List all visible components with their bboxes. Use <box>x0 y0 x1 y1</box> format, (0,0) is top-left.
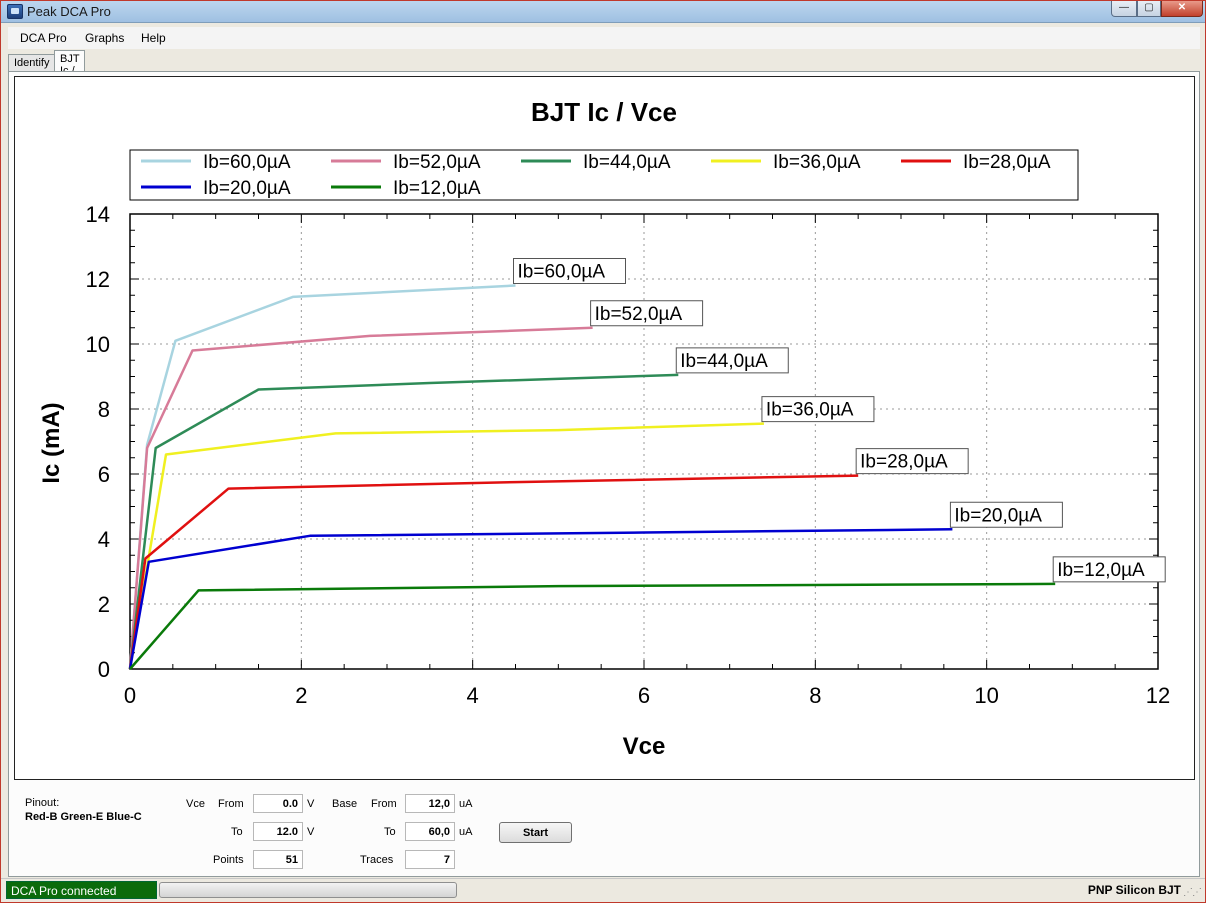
series-line <box>128 373 679 670</box>
title-bar: Peak DCA Pro — ▢ ✕ <box>1 1 1205 23</box>
x-tick-label: 0 <box>124 683 136 708</box>
vce-from-label: From <box>218 798 244 810</box>
series-end-label-text: Ib=36,0µA <box>766 400 854 421</box>
chart-svg: BJT Ic / Vce Ib=60,0µA Ib=52,0µA Ib=44,0µA I… <box>38 97 1170 760</box>
series-line <box>128 474 859 670</box>
series-end-label: Ib=36,0µA <box>761 396 875 423</box>
vce-to-field[interactable] <box>253 822 303 841</box>
vce-to-unit: V <box>307 826 315 838</box>
series-end-label: Ib=52,0µA <box>590 300 704 327</box>
base-from-field[interactable] <box>405 794 455 813</box>
series-line <box>128 528 953 670</box>
base-to-field[interactable] <box>405 822 455 841</box>
pinout-value: Red-B Green-E Blue-C <box>25 811 142 823</box>
window-title: Peak DCA Pro <box>27 4 111 19</box>
legend-entry: Ib=60,0µA <box>203 152 291 173</box>
device-type-status: PNP Silicon BJT <box>1087 883 1181 897</box>
legend-entry: Ib=12,0µA <box>393 178 481 199</box>
base-from-unit: uA <box>459 798 473 810</box>
x-tick-label: 12 <box>1146 683 1170 708</box>
resize-grip-icon[interactable]: ⋰⋰ <box>1183 887 1202 898</box>
menu-help[interactable]: Help <box>141 31 166 45</box>
y-tick-label: 10 <box>86 332 110 357</box>
series-end-label-box <box>761 396 875 423</box>
chart-area: BJT Ic / Vce Ib=60,0µA Ib=52,0µA Ib=44,0µA I… <box>14 76 1195 780</box>
legend-entry: Ib=52,0µA <box>393 152 481 173</box>
status-bar: DCA Pro connected PNP Silicon BJT ⋰⋰ <box>1 878 1205 902</box>
series-line <box>129 582 1056 670</box>
base-to-unit: uA <box>459 826 473 838</box>
x-tick-label: 8 <box>809 683 821 708</box>
y-tick-label: 0 <box>98 657 110 682</box>
legend-entry: Ib=44,0µA <box>583 152 671 173</box>
legend-entry: Ib=28,0µA <box>963 152 1051 173</box>
x-tick-label: 6 <box>638 683 650 708</box>
y-tick-label: 6 <box>98 462 110 487</box>
vce-to-label: To <box>231 826 243 838</box>
menu-graphs[interactable]: Graphs <box>85 31 125 45</box>
series-end-label-text: Ib=44,0µA <box>680 351 768 372</box>
y-tick-label: 14 <box>86 202 110 227</box>
series-end-label: Ib=12,0µA <box>1052 556 1166 583</box>
legend-box <box>129 149 1079 201</box>
base-label: Base <box>332 798 358 810</box>
series-end-label: Ib=20,0µA <box>949 501 1063 528</box>
vce-label: Vce <box>186 798 205 810</box>
start-button[interactable]: Start <box>499 822 572 843</box>
series-end-label: Ib=60,0µA <box>513 258 626 284</box>
series-end-label-box <box>513 258 626 284</box>
plot-frame <box>129 213 1159 670</box>
x-tick-label: 10 <box>974 683 998 708</box>
y-tick-label: 8 <box>98 397 110 422</box>
series-end-label: Ib=44,0µA <box>675 347 789 374</box>
series-end-label-box <box>949 501 1063 528</box>
minimize-button[interactable]: — <box>1111 1 1137 17</box>
x-axis-label: Vce <box>623 733 666 760</box>
x-tick-label: 2 <box>295 683 307 708</box>
connection-status: DCA Pro connected <box>6 881 157 899</box>
base-to-label: To <box>384 826 396 838</box>
series-end-label-text: Ib=60,0µA <box>518 262 606 283</box>
legend-entry: Ib=20,0µA <box>203 178 291 199</box>
series-end-label-text: Ib=20,0µA <box>954 505 1042 526</box>
legend-entry: Ib=36,0µA <box>773 152 861 173</box>
tab-panel: BJT Ic / Vce Ib=60,0µA Ib=52,0µA Ib=44,0µA I… <box>8 71 1200 877</box>
vce-from-field[interactable] <box>253 794 303 813</box>
y-tick-label: 4 <box>98 527 110 552</box>
app-icon <box>7 4 23 19</box>
base-from-label: From <box>371 798 397 810</box>
traces-field[interactable] <box>405 850 455 869</box>
series-end-label-box <box>590 300 704 327</box>
y-axis-label: Ic (mA) <box>38 402 65 483</box>
chart-title: BJT Ic / Vce <box>531 97 677 127</box>
series-end-label-box <box>855 448 969 475</box>
menu-bar: DCA Pro Graphs Help <box>8 27 1200 49</box>
series-end-label-text: Ib=12,0µA <box>1057 560 1145 581</box>
series-end-label-box <box>1052 556 1166 583</box>
points-label: Points <box>213 854 244 866</box>
y-tick-label: 2 <box>98 592 110 617</box>
tab-identify[interactable]: Identify <box>8 54 56 72</box>
tab-bjt-ic-vce[interactable]: BJT Ic / Vce <box>54 50 86 89</box>
vce-from-unit: V <box>307 798 315 810</box>
series-end-label: Ib=28,0µA <box>855 448 969 475</box>
points-field[interactable] <box>253 850 303 869</box>
series-end-label-text: Ib=52,0µA <box>595 304 683 325</box>
series-line <box>128 422 764 670</box>
series-end-label-text: Ib=28,0µA <box>860 452 948 473</box>
maximize-button[interactable]: ▢ <box>1137 1 1161 17</box>
progress-bar <box>159 882 457 898</box>
series-end-label-box <box>675 347 789 374</box>
menu-dca-pro[interactable]: DCA Pro <box>20 31 67 45</box>
pinout-label: Pinout: <box>25 797 60 809</box>
x-tick-label: 4 <box>467 683 479 708</box>
y-tick-label: 12 <box>86 267 110 292</box>
traces-label: Traces <box>360 854 394 866</box>
close-button[interactable]: ✕ <box>1161 1 1203 17</box>
series-line <box>128 326 593 670</box>
